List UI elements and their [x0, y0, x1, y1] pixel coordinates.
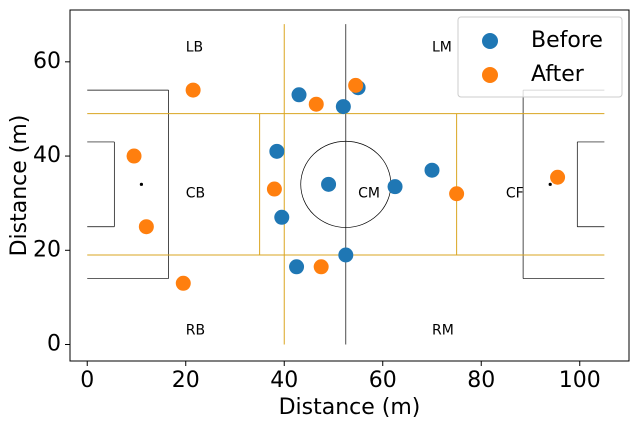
- y-tick-label: 20: [33, 237, 61, 262]
- point-before: [269, 143, 285, 159]
- legend-label-before: Before: [531, 28, 603, 53]
- point-before: [289, 259, 305, 275]
- x-axis-label: Distance (m): [279, 395, 421, 420]
- x-tick-label: 100: [559, 368, 601, 393]
- penalty-spot: [548, 182, 552, 186]
- x-tick-label: 20: [172, 368, 200, 393]
- point-before: [335, 99, 351, 115]
- zone-label: CF: [506, 186, 524, 202]
- zone-label: RM: [432, 322, 454, 338]
- point-before: [321, 176, 337, 192]
- x-tick-label: 60: [369, 368, 397, 393]
- point-after: [138, 219, 154, 235]
- y-tick-label: 40: [33, 143, 61, 168]
- point-before: [291, 87, 307, 103]
- point-after: [126, 148, 142, 164]
- zone-label: LM: [432, 40, 452, 56]
- legend-marker-before: [482, 33, 498, 49]
- zone-label: RB: [186, 322, 205, 338]
- legend: Before After: [457, 16, 623, 98]
- legend-label-after: After: [531, 62, 585, 87]
- legend-marker-after: [482, 67, 498, 83]
- x-tick-label: 80: [467, 368, 495, 393]
- point-after: [348, 77, 364, 93]
- legend-box: [457, 16, 623, 98]
- zone-label: LB: [186, 40, 203, 56]
- point-before: [387, 179, 403, 195]
- point-after: [308, 96, 324, 112]
- point-after: [449, 186, 465, 202]
- point-after: [185, 82, 201, 98]
- data-points: [126, 77, 566, 291]
- penalty-spot: [139, 182, 144, 186]
- point-after: [175, 275, 191, 291]
- point-before: [274, 209, 290, 225]
- point-before: [338, 247, 354, 263]
- point-after: [266, 181, 282, 197]
- zone-label: CM: [358, 186, 380, 202]
- zone-labels: LB LM CB CM CF RB RM: [186, 40, 524, 339]
- point-after: [550, 169, 566, 185]
- plot-frame: [69, 9, 630, 362]
- x-tick-label: 40: [270, 368, 298, 393]
- x-tick-label: 0: [80, 368, 94, 393]
- y-tick-label: 60: [33, 49, 61, 74]
- y-axis-label: Distance (m): [7, 115, 32, 257]
- axis-ticks: 0 20 40 60 80 100 0 20 40 60: [33, 49, 601, 393]
- point-before: [424, 162, 440, 178]
- point-after: [313, 259, 329, 275]
- zone-label: CB: [186, 186, 205, 202]
- y-tick-label: 0: [47, 332, 61, 357]
